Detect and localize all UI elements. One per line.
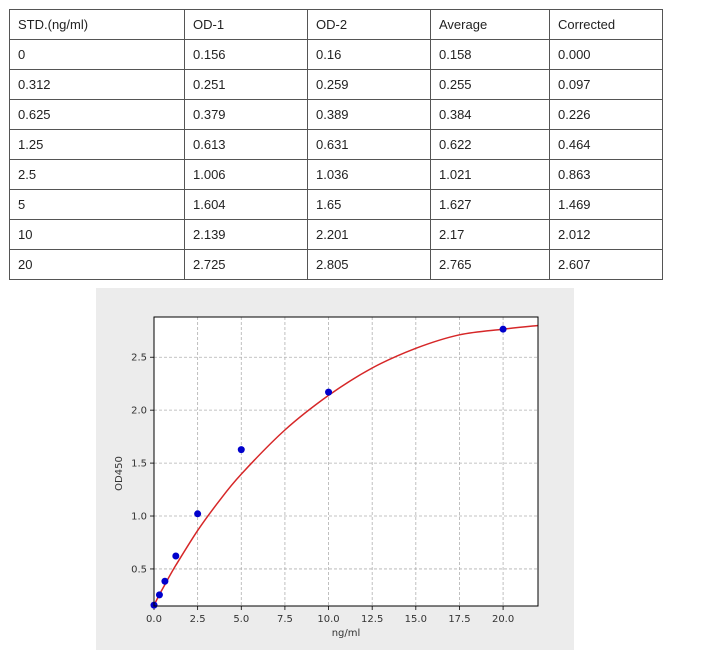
data-point	[161, 577, 169, 585]
table-cell: 0.16	[307, 39, 431, 70]
table-cell: 0.384	[430, 99, 550, 130]
x-tick-label: 2.5	[190, 614, 206, 625]
table-cell: 1.627	[430, 189, 550, 220]
table-cell: 1.036	[307, 159, 431, 190]
table-row: 10 2.139 2.201 2.17 2.012	[9, 219, 663, 250]
table-row: 5 1.604 1.65 1.627 1.469	[9, 189, 663, 220]
table-cell: 0.389	[307, 99, 431, 130]
table-row: 1.25 0.613 0.631 0.622 0.464	[9, 129, 663, 160]
table-cell: 0.312	[9, 69, 185, 100]
x-tick-label: 5.0	[233, 614, 249, 625]
x-tick-label: 10.0	[317, 614, 339, 625]
x-axis-label: ng/ml	[332, 628, 361, 639]
table-cell: 2.805	[307, 249, 431, 280]
x-tick-label: 20.0	[492, 614, 514, 625]
data-point	[172, 552, 180, 560]
y-tick-label: 2.0	[131, 406, 147, 417]
data-point	[237, 446, 245, 454]
table-cell: 1.006	[184, 159, 308, 190]
table-cell: 5	[9, 189, 185, 220]
table-cell: 10	[9, 219, 185, 250]
table-row: 0.312 0.251 0.259 0.255 0.097	[9, 69, 663, 100]
table-cell: 1.65	[307, 189, 431, 220]
table-cell: 0.255	[430, 69, 550, 100]
table-cell: 0.226	[549, 99, 663, 130]
table-cell: 2.765	[430, 249, 550, 280]
table-cell: 2.139	[184, 219, 308, 250]
table-header-cell: OD-1	[184, 9, 308, 40]
table-cell: 2.17	[430, 219, 550, 250]
data-point	[325, 388, 333, 396]
table-cell: 0.622	[430, 129, 550, 160]
x-tick-label: 15.0	[405, 614, 427, 625]
table-header-cell: Corrected	[549, 9, 663, 40]
table-cell: 0.251	[184, 69, 308, 100]
plot-area	[154, 317, 538, 606]
table-cell: 0.625	[9, 99, 185, 130]
y-tick-label: 1.0	[131, 512, 147, 523]
table-cell: 0.613	[184, 129, 308, 160]
x-tick-label: 17.5	[448, 614, 470, 625]
table-cell: 0.464	[549, 129, 663, 160]
y-tick-label: 1.5	[131, 459, 147, 470]
table-cell: 2.725	[184, 249, 308, 280]
table-cell: 2.201	[307, 219, 431, 250]
standard-curve-chart: 0.0 2.5 5.0 7.5 10.0 12.5 15.0 17.5 20.0 0.5 1.0 1.…	[114, 316, 539, 639]
table-row: 0.625 0.379 0.389 0.384 0.226	[9, 99, 663, 130]
table-cell: 2.5	[9, 159, 185, 190]
table-cell: 1.25	[9, 129, 185, 160]
standard-curve-table: STD.(ng/ml) OD-1 OD-2 Average Corrected 0 0.15…	[9, 9, 663, 280]
table-cell: 0.259	[307, 69, 431, 100]
table-header-cell: STD.(ng/ml)	[9, 9, 185, 40]
table-cell: 0.156	[184, 39, 308, 70]
y-tick-label: 2.5	[131, 353, 147, 364]
table-cell: 0.097	[549, 69, 663, 100]
table-cell: 1.469	[549, 189, 663, 220]
table-cell: 0.631	[307, 129, 431, 160]
table-row: 0 0.156 0.16 0.158 0.000	[9, 39, 663, 70]
table-cell: 2.012	[549, 219, 663, 250]
x-tick-label: 0.0	[146, 614, 162, 625]
table-row: 2.5 1.006 1.036 1.021 0.863	[9, 159, 663, 190]
data-point	[499, 325, 507, 333]
x-tick-label: 12.5	[361, 614, 383, 625]
data-point	[194, 510, 202, 518]
table-header-row: STD.(ng/ml) OD-1 OD-2 Average Corrected	[9, 9, 663, 40]
chart-panel: 0.0 2.5 5.0 7.5 10.0 12.5 15.0 17.5 20.0 0.5 1.0 1.…	[96, 288, 574, 650]
table-cell: 0.158	[430, 39, 550, 70]
table-cell: 0.863	[549, 159, 663, 190]
table-cell: 2.607	[549, 249, 663, 280]
table-cell: 0.379	[184, 99, 308, 130]
plot-frame	[153, 316, 539, 607]
table-cell: 0	[9, 39, 185, 70]
table-header-cell: Average	[430, 9, 550, 40]
table-cell: 0.000	[549, 39, 663, 70]
y-axis-label: OD450	[114, 456, 125, 491]
table-cell: 20	[9, 249, 185, 280]
data-point	[155, 591, 163, 599]
table-cell: 1.604	[184, 189, 308, 220]
table-header-cell: OD-2	[307, 9, 431, 40]
y-tick-label: 0.5	[131, 564, 147, 575]
table-row: 20 2.725 2.805 2.765 2.607	[9, 249, 663, 280]
table-cell: 1.021	[430, 159, 550, 190]
x-tick-label: 7.5	[277, 614, 293, 625]
